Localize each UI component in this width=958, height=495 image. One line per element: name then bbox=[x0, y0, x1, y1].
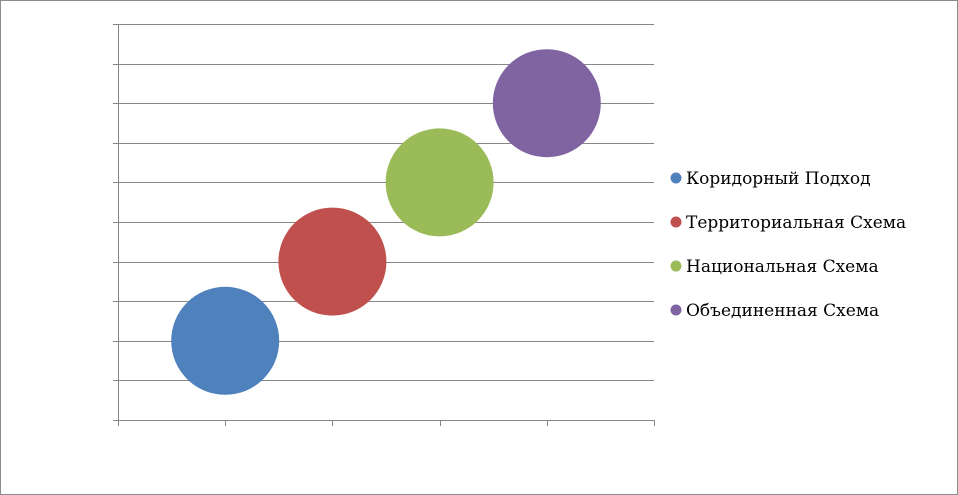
legend-marker bbox=[670, 216, 682, 228]
legend-label: Территориальная Схема bbox=[686, 213, 906, 233]
bubble-1 bbox=[171, 286, 280, 395]
legend-label: Коридорный Подход bbox=[686, 169, 871, 189]
legend-marker bbox=[670, 304, 682, 316]
axes bbox=[113, 24, 655, 426]
legend-item: Коридорный Подход bbox=[670, 169, 871, 189]
bubble-4 bbox=[492, 49, 601, 158]
bubbles bbox=[171, 49, 601, 395]
legend-item: Национальная Схема bbox=[670, 257, 879, 277]
legend-item: Территориальная Схема bbox=[670, 213, 906, 233]
legend-label: Национальная Схема bbox=[686, 257, 879, 277]
legend: Коридорный Подход Территориальная Схема На… bbox=[670, 169, 906, 321]
legend-label: Объединенная Схема bbox=[686, 301, 879, 321]
legend-marker bbox=[670, 260, 682, 272]
legend-marker bbox=[670, 172, 682, 184]
legend-item: Объединенная Схема bbox=[670, 301, 879, 321]
bubble-3 bbox=[385, 128, 494, 237]
bubble-2 bbox=[278, 207, 387, 316]
